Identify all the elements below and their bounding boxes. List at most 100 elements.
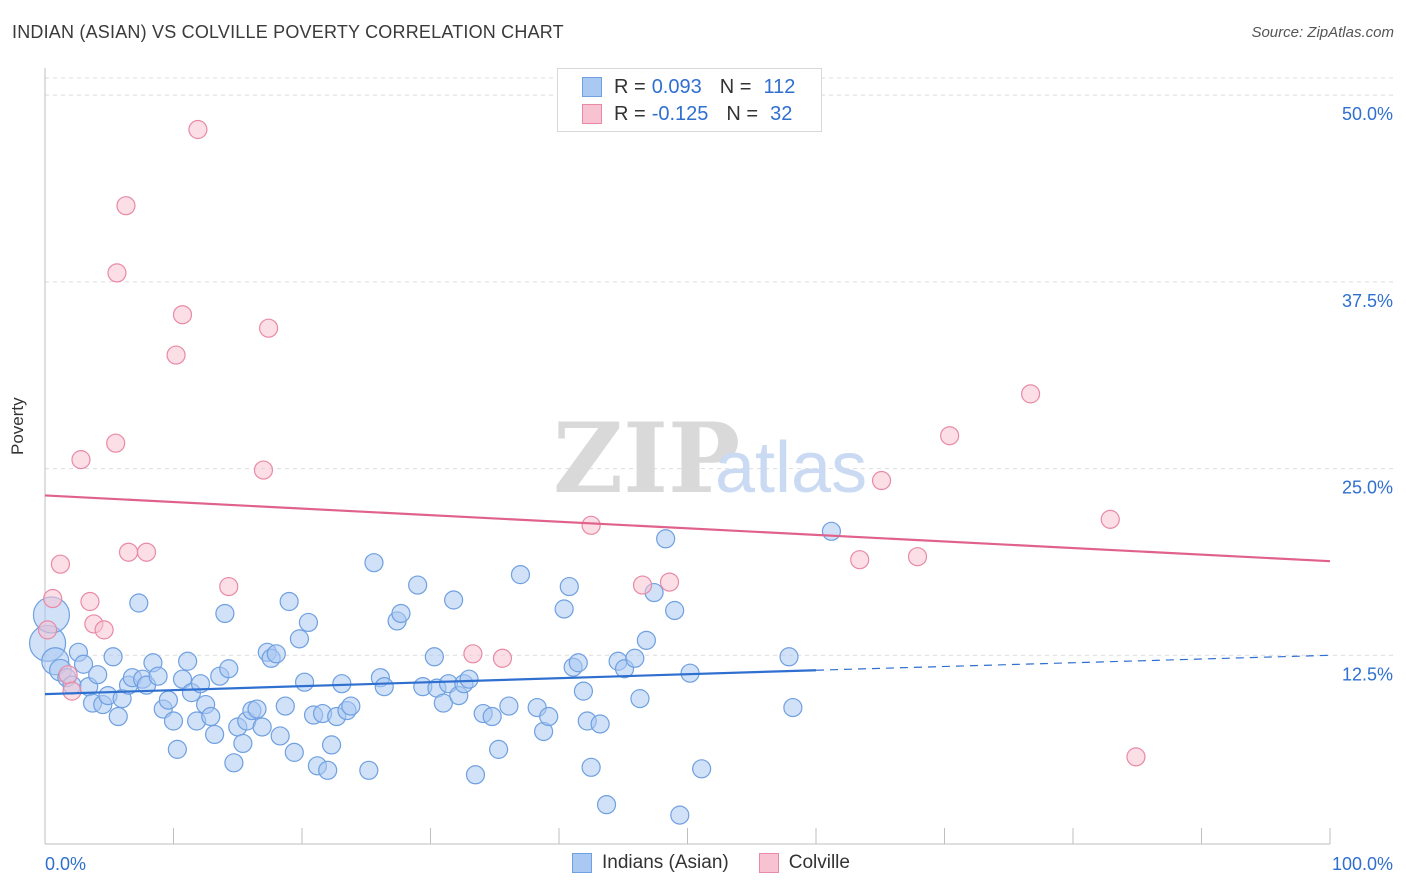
indians-point xyxy=(108,706,128,727)
indians-point xyxy=(630,689,650,709)
colville-point xyxy=(871,470,892,491)
indians-point xyxy=(233,733,253,754)
indians-point xyxy=(205,724,225,745)
indians-point xyxy=(821,521,842,541)
legend-n-label: N = xyxy=(719,75,752,98)
colville-point xyxy=(58,665,78,685)
indians-point xyxy=(459,669,479,689)
y-tick-label: 37.5% xyxy=(1342,291,1393,311)
colville-point xyxy=(850,550,870,570)
legend-item-colville[interactable]: Colville xyxy=(758,852,850,874)
colville-point xyxy=(219,576,239,597)
colville-point xyxy=(188,119,208,140)
colville-point xyxy=(166,345,186,365)
indians-point xyxy=(590,714,610,734)
legend-n-value: 112 xyxy=(763,75,796,98)
source-note: Source: ZipAtlas.com xyxy=(1251,24,1394,41)
indians-point xyxy=(279,591,299,612)
correlation-legend: R = 0.093 N = 112 R = -0.125 N = 32 xyxy=(557,68,822,132)
colville-point xyxy=(106,433,126,453)
legend-r-label: R = xyxy=(614,102,646,125)
chart-title: INDIAN (ASIAN) VS COLVILLE POVERTY CORRE… xyxy=(12,22,564,42)
series-legend: Indians (Asian) Colville xyxy=(572,852,880,874)
legend-row-indians: R = 0.093 N = 112 xyxy=(582,75,795,99)
watermark: ZIP atlas xyxy=(553,402,867,515)
y-axis-label: Poverty xyxy=(8,397,27,455)
indians-point xyxy=(219,659,239,679)
indians-point xyxy=(163,711,184,731)
indians-point xyxy=(554,599,574,619)
indians-point xyxy=(596,795,617,815)
y-tick-label: 25.0% xyxy=(1342,478,1393,498)
legend-r-value: 0.093 xyxy=(651,75,702,98)
indians-point xyxy=(215,603,235,624)
indians-point xyxy=(779,647,799,667)
colville-point xyxy=(136,542,157,562)
grid-lines xyxy=(45,77,1393,656)
indians-point xyxy=(656,529,676,549)
legend-item-indians[interactable]: Indians (Asian) xyxy=(572,852,729,874)
watermark-atlas: atlas xyxy=(715,428,867,508)
indians-point xyxy=(129,593,149,613)
indians-point xyxy=(172,669,193,689)
colville-point xyxy=(94,620,114,640)
legend-n-label: N = xyxy=(726,102,759,125)
indians-trend-line xyxy=(44,669,817,696)
indians-point xyxy=(482,706,502,727)
indians-point xyxy=(73,654,94,674)
indians-point xyxy=(581,757,601,777)
colville-point xyxy=(1126,747,1146,767)
indians-point xyxy=(289,629,310,649)
indians-point xyxy=(252,717,272,737)
colville-point xyxy=(463,644,483,664)
colville-point xyxy=(50,554,71,574)
indians-point xyxy=(275,696,295,716)
indians-point xyxy=(665,600,685,621)
indians-point xyxy=(692,759,712,779)
indians-point xyxy=(625,648,645,668)
colville-point xyxy=(1020,384,1041,404)
indians-point xyxy=(103,647,123,667)
colville-point xyxy=(581,515,601,535)
colville-point xyxy=(258,318,279,338)
indians-point xyxy=(568,653,588,673)
colville-point xyxy=(71,450,91,470)
indians-point xyxy=(559,576,579,597)
legend-r-label: R = xyxy=(614,75,646,98)
legend-n-value: 32 xyxy=(770,102,793,125)
axes xyxy=(44,68,1331,845)
legend-swatch-indians xyxy=(572,853,592,873)
watermark-zip: ZIP xyxy=(553,402,740,515)
legend-label-colville: Colville xyxy=(788,852,850,873)
tick-labels: 12.5% 25.0% 37.5% 50.0% 0.0% 100.0% xyxy=(45,104,1393,874)
legend-r-value: -0.125 xyxy=(651,102,709,125)
colville-point xyxy=(118,542,139,562)
y-tick-label: 12.5% xyxy=(1342,664,1393,684)
colville-point xyxy=(632,575,653,595)
legend-label-indians: Indians (Asian) xyxy=(602,852,729,873)
colville-point xyxy=(43,588,63,609)
indians-point xyxy=(783,697,803,718)
indians-point xyxy=(201,706,221,727)
indians-point xyxy=(433,693,453,713)
indians-point xyxy=(178,651,198,671)
indians-point xyxy=(158,690,178,710)
x-tick-label: 100.0% xyxy=(1332,854,1393,874)
legend-swatch-indians xyxy=(582,77,602,97)
indians-point xyxy=(167,739,187,759)
colville-point xyxy=(492,648,513,668)
indians-point xyxy=(573,681,594,701)
colville-point xyxy=(62,681,82,701)
indians-point xyxy=(539,706,559,727)
indians-point xyxy=(670,805,690,825)
indians-point xyxy=(444,590,464,610)
indians-point xyxy=(298,612,319,633)
colville-point xyxy=(116,196,136,216)
indians-point xyxy=(224,753,244,773)
data-points xyxy=(28,119,1146,825)
colville-point xyxy=(80,591,100,612)
colville-trend-line xyxy=(44,494,1331,563)
indians-point xyxy=(408,575,428,595)
indians-point xyxy=(510,565,531,585)
